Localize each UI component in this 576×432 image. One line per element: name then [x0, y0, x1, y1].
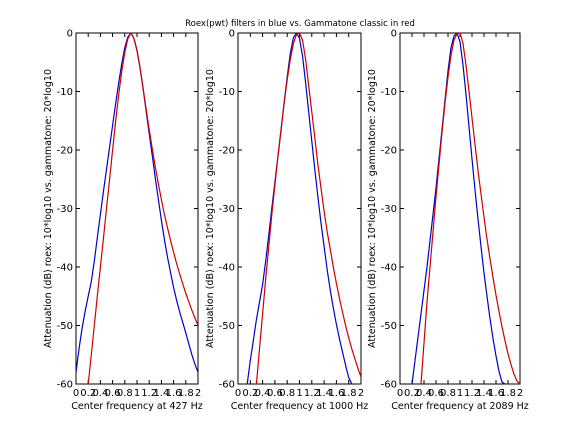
panel-2: 0-10-20-30-40-50-600 0.20.40.60.8 1 1.21.41… — [205, 29, 368, 413]
y-tick-label: -50 — [381, 321, 397, 332]
x-tick-label: 0 — [235, 388, 241, 399]
y-axis-label: Attenuation (dB) roex: 10*log10 vs. gamm… — [205, 69, 216, 348]
y-tick-label: -10 — [57, 87, 73, 98]
x-tick-label: 0.8 — [117, 388, 133, 399]
y-tick-label: -40 — [381, 263, 397, 274]
x-tick-label: 0.4 — [92, 388, 108, 399]
x-tick-label: 0.2 — [404, 388, 420, 399]
y-axis-label: Attenuation (dB) roex: 10*log10 vs. gamm… — [367, 69, 378, 348]
axes-box — [75, 32, 199, 385]
x-tick-label: 0.8 — [440, 388, 456, 399]
x-tick-label: 1.6 — [166, 388, 182, 399]
x-tick-label: 0.8 — [279, 388, 295, 399]
y-tick-label: -20 — [219, 146, 235, 157]
x-tick-label: 1.8 — [500, 388, 516, 399]
x-tick-label: 2 — [358, 388, 364, 399]
y-tick-label: -30 — [219, 204, 235, 215]
series-line-gammatone — [255, 33, 361, 384]
y-tick-label: -50 — [57, 321, 73, 332]
series-line-gammatone — [87, 33, 198, 384]
y-tick-label: -40 — [219, 263, 235, 274]
x-tick-label: 1.4 — [476, 388, 492, 399]
y-tick-label: -30 — [57, 204, 73, 215]
x-tick-label: 1.6 — [328, 388, 344, 399]
x-tick-label: 1.8 — [178, 388, 194, 399]
y-tick-label: 0 — [229, 29, 235, 40]
x-tick-label: 1.2 — [141, 388, 157, 399]
panel-1: 0-10-20-30-40-50-600 0.20.40.60.8 1 1.21.41… — [43, 29, 203, 413]
series-line-roex — [246, 33, 353, 384]
x-tick-label: 2 — [195, 388, 201, 399]
chart-title: Roex(pwt) filters in blue vs. Gammatone … — [185, 19, 415, 29]
x-tick-label: 1.8 — [341, 388, 357, 399]
y-tick-label: 0 — [391, 29, 397, 40]
chart-panels: 0-10-20-30-40-50-600 0.20.40.60.8 1 1.21.41… — [43, 29, 529, 413]
y-tick-label: -10 — [219, 87, 235, 98]
y-tick-label: -20 — [57, 146, 73, 157]
x-tick-label: 0.6 — [105, 388, 121, 399]
panel-3: 0-10-20-30-40-50-600 0.20.40.60.8 1 1.21.41… — [367, 29, 529, 413]
x-tick-label: 1 — [134, 388, 140, 399]
x-tick-label: 1 — [296, 388, 302, 399]
axes-box — [237, 32, 362, 385]
y-tick-label: -60 — [381, 380, 397, 391]
x-tick-label: 1 — [457, 388, 463, 399]
x-tick-label: 0.2 — [242, 388, 258, 399]
x-tick-label: 1.6 — [488, 388, 504, 399]
y-tick-label: -60 — [57, 380, 73, 391]
series-line-gammatone — [420, 33, 520, 384]
y-tick-label: -40 — [57, 263, 73, 274]
x-tick-label: 0 — [397, 388, 403, 399]
x-tick-label: 0 — [73, 388, 79, 399]
x-tick-label: 0.4 — [255, 388, 271, 399]
x-tick-label: 1.4 — [153, 388, 169, 399]
x-tick-label: 0.6 — [267, 388, 283, 399]
y-tick-label: -30 — [381, 204, 397, 215]
x-tick-label: 0.6 — [428, 388, 444, 399]
axes-box — [399, 32, 521, 385]
x-tick-label: 0.2 — [80, 388, 96, 399]
series-line-roex — [411, 33, 506, 384]
y-tick-label: -50 — [219, 321, 235, 332]
y-tick-label: -10 — [381, 87, 397, 98]
x-axis-label: Center frequency at 2089 Hz — [391, 401, 529, 412]
y-tick-label: -60 — [219, 380, 235, 391]
y-axis-label: Attenuation (dB) roex: 10*log10 vs. gamm… — [43, 69, 54, 348]
y-tick-label: 0 — [67, 29, 73, 40]
x-tick-label: 1.4 — [316, 388, 332, 399]
x-tick-label: 1.2 — [464, 388, 480, 399]
x-axis-label: Center frequency at 427 Hz — [71, 401, 203, 412]
x-tick-label: 1.2 — [304, 388, 320, 399]
y-tick-label: -20 — [381, 146, 397, 157]
x-axis-label: Center frequency at 1000 Hz — [231, 401, 369, 412]
x-tick-label: 2 — [517, 388, 523, 399]
x-tick-label: 0.4 — [416, 388, 432, 399]
